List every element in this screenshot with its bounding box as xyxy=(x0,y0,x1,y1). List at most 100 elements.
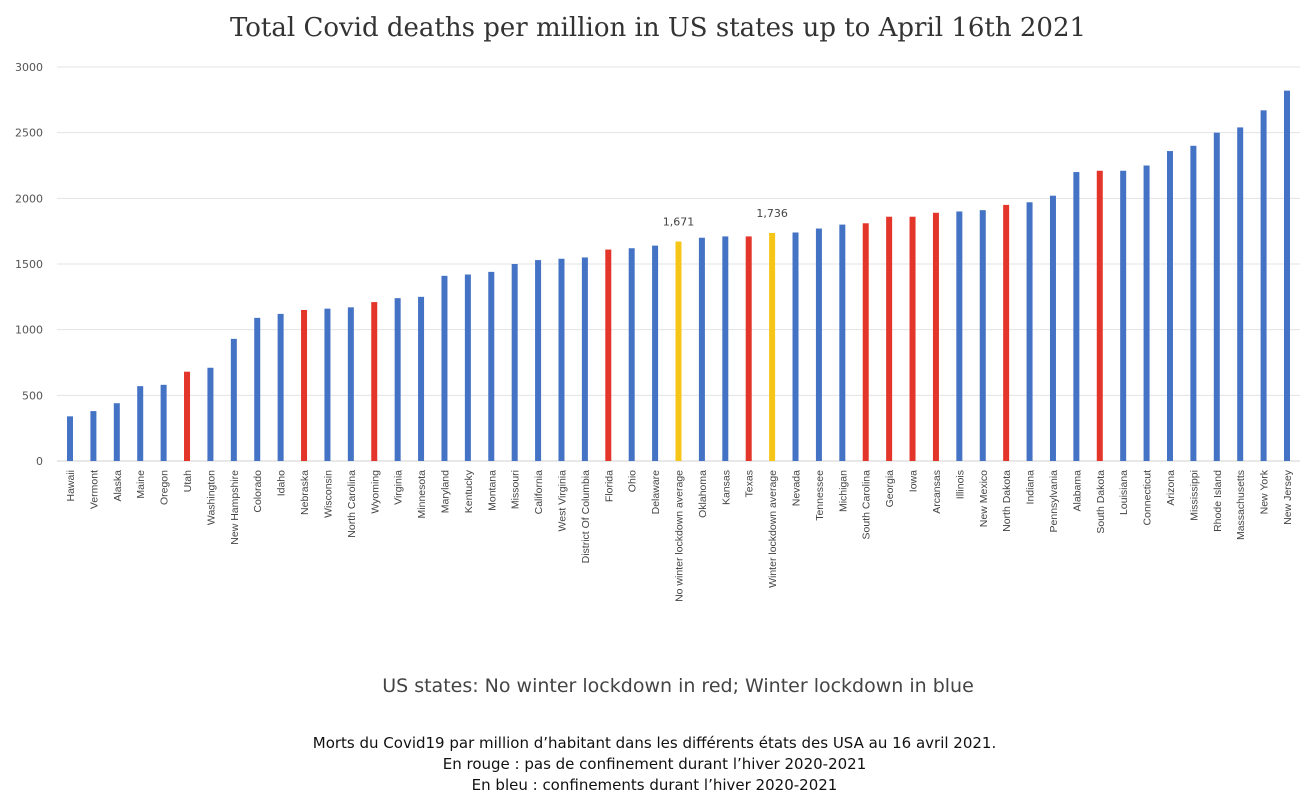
x-tick-label: Idaho xyxy=(276,470,288,496)
x-tick-label: California xyxy=(533,470,545,515)
caption-line-1: Morts du Covid19 par million d’habitant … xyxy=(312,734,997,752)
bar xyxy=(652,245,659,461)
bar xyxy=(745,236,752,461)
x-tick-label: Michigan xyxy=(837,470,849,512)
bar xyxy=(230,338,237,461)
x-tick-label: Connecticut xyxy=(1142,470,1154,526)
bar xyxy=(1237,127,1244,461)
x-tick-label: Hawaii xyxy=(65,470,77,502)
x-tick-label: Wyoming xyxy=(369,470,381,514)
bar xyxy=(815,228,822,461)
x-tick-label: Arizona xyxy=(1165,470,1177,506)
bars xyxy=(67,90,1290,462)
bar xyxy=(277,313,284,461)
x-tick-label: West Virginia xyxy=(556,470,568,532)
bar xyxy=(90,411,97,461)
bar xyxy=(628,248,635,461)
bar xyxy=(1213,132,1220,461)
x-tick-label: Oregon xyxy=(159,470,171,505)
x-tick-label: Utah xyxy=(182,470,194,492)
x-tick-label: Pennsylvania xyxy=(1048,470,1060,533)
bar xyxy=(956,211,963,461)
bar xyxy=(347,307,354,461)
bar xyxy=(207,367,214,461)
bar xyxy=(1190,145,1197,462)
x-tick-label: Delaware xyxy=(650,470,662,515)
bar xyxy=(581,257,588,461)
x-tick-label: Missouri xyxy=(510,470,522,509)
bar xyxy=(792,232,799,461)
bar xyxy=(1026,202,1033,462)
x-tick-label: Texas xyxy=(744,470,756,497)
bar xyxy=(441,275,448,461)
x-tick-label: Minnesota xyxy=(416,470,428,519)
x-tick-label: Maryland xyxy=(439,470,451,513)
tick-labels: 0 500 1000 1500 2000 2500 3000 Hawaii Vermont Ala… xyxy=(15,61,1294,602)
bar xyxy=(137,386,144,461)
bar xyxy=(1073,172,1080,462)
x-tick-label: No winter lockdown average xyxy=(674,470,686,602)
bar xyxy=(1143,165,1150,461)
x-tick-label: Rhode Island xyxy=(1212,470,1224,532)
bar xyxy=(418,296,425,461)
data-label: 1,671 xyxy=(663,216,695,229)
x-tick-label: Nebraska xyxy=(299,470,311,515)
bar xyxy=(1049,195,1056,461)
y-tick-label: 2500 xyxy=(15,127,43,140)
x-tick-label: Tennessee xyxy=(814,470,826,521)
bar xyxy=(698,237,705,461)
x-tick-label: District Of Columbia xyxy=(580,470,592,564)
bar xyxy=(1120,170,1127,461)
bar xyxy=(324,308,331,461)
x-tick-label: South Carolina xyxy=(861,470,873,540)
bar xyxy=(464,274,471,461)
x-tick-label: Kansas xyxy=(720,470,732,505)
chart-title: Total Covid deaths per million in US sta… xyxy=(230,13,1086,43)
x-tick-label: Wisconsin xyxy=(322,470,334,518)
bar xyxy=(184,371,191,461)
x-tick-label: Georgia xyxy=(884,470,896,508)
caption-line-3: En bleu : confinements durant l’hiver 20… xyxy=(471,776,838,794)
bar xyxy=(535,260,542,461)
x-tick-label: Alabama xyxy=(1071,470,1083,512)
x-tick-label: Washington xyxy=(205,470,217,525)
x-tick-label: North Carolina xyxy=(346,470,358,538)
x-tick-label: New York xyxy=(1259,469,1271,514)
bar xyxy=(511,264,518,461)
y-tick-label: 3000 xyxy=(15,61,43,74)
bar xyxy=(769,233,776,461)
x-axis-title: US states: No winter lockdown in red; Wi… xyxy=(382,675,974,697)
y-tick-label: 500 xyxy=(22,389,43,402)
data-label: 1,736 xyxy=(756,207,788,220)
bar xyxy=(605,249,612,461)
x-tick-label: New Hampshire xyxy=(229,470,241,545)
x-tick-label: Kentucky xyxy=(463,469,475,513)
x-tick-label: Oklahoma xyxy=(697,470,709,518)
bar xyxy=(839,224,846,461)
x-tick-label: Indiana xyxy=(1025,470,1037,505)
bar xyxy=(67,416,73,461)
bar xyxy=(371,302,378,461)
x-tick-label: North Dakota xyxy=(1001,470,1013,532)
x-tick-label: Mississippi xyxy=(1188,470,1200,521)
bar xyxy=(1260,110,1267,461)
y-tick-label: 1500 xyxy=(15,258,43,271)
bar xyxy=(301,309,308,461)
bar xyxy=(932,212,939,461)
bar xyxy=(1284,90,1290,461)
y-tick-label: 0 xyxy=(36,455,43,468)
bar xyxy=(909,216,916,461)
bar xyxy=(254,317,261,461)
x-tick-label: Nevada xyxy=(791,470,803,506)
bar xyxy=(113,403,120,461)
bar xyxy=(1096,170,1103,461)
bar xyxy=(558,258,565,461)
bar xyxy=(722,236,729,461)
x-tick-label: Virginia xyxy=(393,470,405,505)
x-tick-label: South Dakota xyxy=(1095,470,1107,534)
x-tick-label: Montana xyxy=(486,470,498,511)
x-tick-label: Iowa xyxy=(908,470,920,492)
caption-line-2: En rouge : pas de confinement durant l’h… xyxy=(442,755,867,773)
bar xyxy=(394,298,401,461)
x-tick-label: Florida xyxy=(603,470,615,502)
